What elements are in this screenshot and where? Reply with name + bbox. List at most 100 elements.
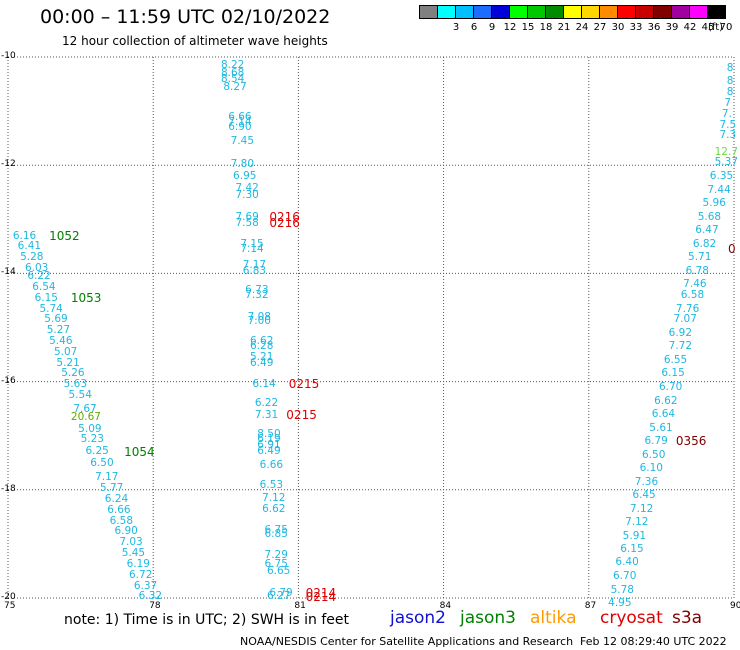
- generation-timestamp: Feb 12 08:29:40 UTC 2022: [580, 635, 727, 648]
- wave-height-value: 6.58: [680, 289, 705, 302]
- wave-height-value: 7.14: [240, 243, 264, 256]
- wave-height-value: 6.22: [27, 270, 51, 283]
- wave-height-value: 5.21: [250, 351, 274, 364]
- wave-height-value: 5.09: [78, 422, 102, 435]
- satellite-label-cryosat: cryosat: [600, 608, 663, 628]
- wave-height-value: 5.71: [688, 251, 712, 264]
- credit-line: NOAA/NESDIS Center for Satellite Applica…: [240, 635, 574, 648]
- wave-height-value: 6.90: [228, 121, 252, 134]
- legend-swatch: [455, 5, 474, 19]
- pass-number-label: 0215: [286, 408, 317, 423]
- wave-height-value: 5.61: [649, 421, 673, 434]
- wave-height-value: 6.47: [695, 224, 719, 237]
- wave-height-value: 7.29: [264, 548, 288, 561]
- legend-label: 9: [488, 22, 496, 33]
- wave-height-value: 7.08: [247, 310, 271, 323]
- wave-height-value: 5.68: [697, 210, 722, 223]
- wave-height-value: 7.12: [262, 491, 286, 504]
- wave-height-value: 6.14: [252, 378, 276, 391]
- wave-height-value: 6.25: [85, 444, 109, 457]
- wave-height-value: 6.90: [114, 525, 138, 538]
- wave-height-value: 8.68: [220, 67, 245, 80]
- legend-swatch: [437, 5, 456, 19]
- latitude-tick-label: -20: [1, 592, 16, 602]
- wave-height-value: 6.22: [254, 397, 279, 410]
- wave-height-value: 7.17: [242, 259, 267, 272]
- wave-height-value: 6.19: [126, 557, 150, 570]
- wave-height-value: 6.54: [32, 280, 56, 293]
- legend-label: 24: [575, 22, 589, 33]
- longitude-tick-label: 78: [149, 601, 161, 611]
- wave-height-value: 6.19: [257, 433, 281, 446]
- wave-height-value: 7.45: [230, 134, 255, 147]
- wave-height-value: 7.03: [119, 536, 143, 549]
- wave-height-value: 7.00: [247, 315, 271, 327]
- wave-height-value: 6.15: [34, 291, 58, 304]
- wave-height-value: 6.37: [133, 579, 158, 592]
- wave-height-value: 6.73: [245, 283, 269, 296]
- wave-height-value: 6.66: [107, 503, 131, 516]
- wave-height-value: 12.7: [714, 145, 739, 158]
- wave-height-value: 7.67: [73, 402, 97, 415]
- wave-height-value: 6.16: [12, 229, 37, 242]
- latitude-tick-label: -12: [1, 159, 16, 170]
- wave-height-value: 6.35: [709, 170, 734, 183]
- latitude-tick-label: -10: [1, 51, 16, 61]
- wave-height-value: 6.24: [104, 492, 129, 505]
- wave-height-value: 6.28: [250, 340, 274, 353]
- map-title: 00:00 – 11:59 UTC 02/10/2022: [40, 6, 331, 28]
- satellite-label-jason3: jason3: [460, 608, 516, 628]
- wave-height-value: 7.36: [634, 475, 659, 488]
- wave-height-value: 7.3: [719, 129, 737, 142]
- pass-number-label: 0216: [269, 216, 300, 231]
- wave-height-value: 6.92: [668, 326, 693, 339]
- legend-swatch: [581, 5, 600, 19]
- legend-label: 15: [521, 22, 535, 33]
- wave-height-value: 5.45: [121, 547, 146, 560]
- wave-height-value: 8.50: [257, 428, 281, 441]
- legend-swatch: [491, 5, 510, 19]
- wave-height-value: 6.27: [266, 590, 291, 603]
- wave-height-value: 6.32: [138, 590, 163, 603]
- wave-height-value: 6.45: [632, 489, 656, 502]
- satellite-label-altika: altika: [530, 608, 577, 628]
- wave-height-value: 7.12: [625, 516, 649, 529]
- wave-height-value: 6.49: [257, 444, 281, 457]
- wave-height-value: 6.83: [242, 264, 267, 277]
- wave-height-value: 7.69: [235, 210, 259, 223]
- wave-height-value: 5.63: [63, 378, 88, 391]
- wave-height-value: 5.91: [622, 529, 647, 542]
- wave-height-value: 20.67: [70, 410, 101, 423]
- wave-height-value: 6.40: [615, 555, 639, 568]
- wave-height-value: 6.50: [90, 456, 114, 469]
- wave-height-value: 5.23: [80, 433, 104, 446]
- wave-height-value: 6.62: [654, 394, 678, 407]
- wave-height-value: 6.15: [661, 367, 685, 380]
- wave-height-value: 6.58: [109, 514, 134, 527]
- legend-label: 3: [452, 22, 460, 33]
- color-legend: [419, 5, 726, 19]
- footer-note: note: 1) Time is in UTC; 2) SWH is in fe…: [64, 612, 350, 628]
- wave-height-value: 6.03: [24, 261, 49, 274]
- legend-unit: (ft): [708, 22, 724, 33]
- legend-label: 18: [539, 22, 553, 33]
- wave-height-value: 8: [726, 86, 734, 99]
- latitude-tick-label: -18: [1, 483, 16, 494]
- wave-height-value: 7.80: [230, 157, 255, 170]
- wave-height-value: 6.70: [658, 381, 683, 393]
- wave-height-value: 6.82: [692, 237, 717, 250]
- longitude-tick-label: 90: [730, 601, 740, 611]
- wave-height-value: 5.26: [61, 367, 85, 380]
- wave-height-value: 6.75: [264, 557, 288, 570]
- wave-height-value: 7.07: [673, 313, 697, 326]
- legend-swatch: [617, 5, 636, 19]
- wave-height-value: 6.79: [269, 586, 293, 599]
- wave-height-value: 6.64: [651, 408, 676, 421]
- map-grid: [7, 56, 735, 599]
- legend-swatch: [635, 5, 654, 19]
- latitude-tick-label: -14: [1, 267, 16, 278]
- legend-label: 39: [665, 22, 679, 33]
- wave-height-value: 6.62: [262, 502, 286, 515]
- longitude-tick-label: 84: [439, 601, 452, 611]
- legend-label: 6: [470, 22, 478, 33]
